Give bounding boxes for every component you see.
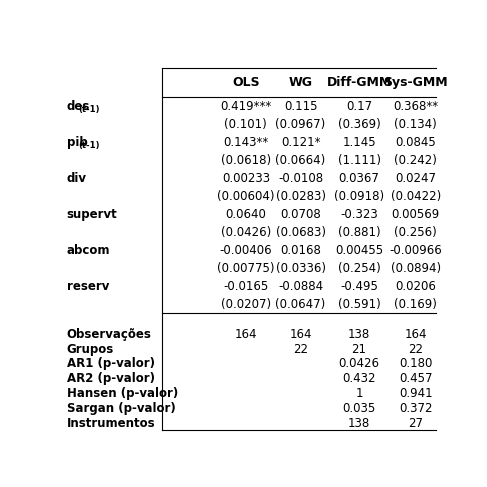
Text: 138: 138	[348, 416, 370, 430]
Text: (0.256): (0.256)	[394, 225, 437, 239]
Text: -0.495: -0.495	[340, 280, 378, 293]
Text: 0.0845: 0.0845	[395, 135, 436, 149]
Text: (0.0422): (0.0422)	[391, 189, 441, 203]
Text: (0.254): (0.254)	[337, 262, 380, 275]
Text: Grupos: Grupos	[67, 343, 114, 356]
Text: (0.0336): (0.0336)	[276, 262, 325, 275]
Text: 0.00233: 0.00233	[222, 171, 270, 185]
Text: 22: 22	[293, 343, 308, 356]
Text: (t-1): (t-1)	[78, 105, 99, 114]
Text: 0.17: 0.17	[346, 99, 372, 112]
Text: (0.0664): (0.0664)	[276, 153, 326, 167]
Text: 0.372: 0.372	[399, 402, 432, 415]
Text: (t-1): (t-1)	[78, 141, 99, 150]
Text: (0.369): (0.369)	[337, 117, 380, 131]
Text: 164: 164	[235, 328, 257, 341]
Text: Observações: Observações	[67, 328, 151, 341]
Text: (0.0618): (0.0618)	[221, 153, 271, 167]
Text: (0.242): (0.242)	[394, 153, 437, 167]
Text: 0.941: 0.941	[399, 387, 432, 400]
Text: 0.143**: 0.143**	[223, 135, 268, 149]
Text: (0.134): (0.134)	[394, 117, 437, 131]
Text: (0.591): (0.591)	[337, 298, 380, 311]
Text: 0.00569: 0.00569	[392, 207, 440, 221]
Text: (0.169): (0.169)	[394, 298, 437, 311]
Text: Sys-GMM: Sys-GMM	[383, 75, 448, 89]
Text: Hansen (p-valor): Hansen (p-valor)	[67, 387, 178, 400]
Text: -0.0165: -0.0165	[223, 280, 268, 293]
Text: -0.00406: -0.00406	[220, 244, 272, 257]
Text: (0.0683): (0.0683)	[276, 225, 325, 239]
Text: reserv: reserv	[67, 280, 109, 293]
Text: Sargan (p-valor): Sargan (p-valor)	[67, 402, 175, 415]
Text: 1: 1	[356, 387, 363, 400]
Text: 0.035: 0.035	[342, 402, 375, 415]
Text: 0.368**: 0.368**	[393, 99, 438, 112]
Text: 0.0168: 0.0168	[280, 244, 321, 257]
Text: 0.419***: 0.419***	[220, 99, 271, 112]
Text: supervt: supervt	[67, 207, 117, 221]
Text: div: div	[67, 171, 87, 185]
Text: 0.0367: 0.0367	[338, 171, 379, 185]
Text: (0.00775): (0.00775)	[217, 262, 275, 275]
Text: -0.0884: -0.0884	[278, 280, 323, 293]
Text: des: des	[67, 99, 90, 112]
Text: 138: 138	[348, 328, 370, 341]
Text: (0.0207): (0.0207)	[221, 298, 271, 311]
Text: 21: 21	[352, 343, 367, 356]
Text: (0.0967): (0.0967)	[276, 117, 326, 131]
Text: 0.0206: 0.0206	[395, 280, 436, 293]
Text: (0.0283): (0.0283)	[276, 189, 325, 203]
Text: Instrumentos: Instrumentos	[67, 416, 155, 430]
Text: 0.115: 0.115	[284, 99, 318, 112]
Text: 164: 164	[404, 328, 427, 341]
Text: OLS: OLS	[232, 75, 260, 89]
Text: (0.0647): (0.0647)	[276, 298, 326, 311]
Text: 22: 22	[408, 343, 423, 356]
Text: 0.457: 0.457	[399, 372, 432, 385]
Text: AR1 (p-valor): AR1 (p-valor)	[67, 357, 154, 371]
Text: 0.0247: 0.0247	[395, 171, 436, 185]
Text: 0.0708: 0.0708	[280, 207, 321, 221]
Text: 0.0640: 0.0640	[225, 207, 266, 221]
Text: 0.180: 0.180	[399, 357, 432, 371]
Text: (0.0894): (0.0894)	[391, 262, 441, 275]
Text: 1.145: 1.145	[342, 135, 376, 149]
Text: 0.432: 0.432	[342, 372, 376, 385]
Text: (1.111): (1.111)	[337, 153, 380, 167]
Text: (0.0426): (0.0426)	[221, 225, 271, 239]
Text: abcom: abcom	[67, 244, 110, 257]
Text: -0.323: -0.323	[340, 207, 378, 221]
Text: (0.881): (0.881)	[337, 225, 380, 239]
Text: WG: WG	[288, 75, 313, 89]
Text: 0.00455: 0.00455	[335, 244, 383, 257]
Text: 27: 27	[408, 416, 423, 430]
Text: Diff-GMM: Diff-GMM	[326, 75, 392, 89]
Text: 0.121*: 0.121*	[281, 135, 320, 149]
Text: (0.101): (0.101)	[225, 117, 267, 131]
Text: -0.00966: -0.00966	[389, 244, 442, 257]
Text: -0.0108: -0.0108	[278, 171, 323, 185]
Text: 0.0426: 0.0426	[338, 357, 379, 371]
Text: 164: 164	[289, 328, 312, 341]
Text: (0.0918): (0.0918)	[334, 189, 384, 203]
Text: AR2 (p-valor): AR2 (p-valor)	[67, 372, 154, 385]
Text: (0.00604): (0.00604)	[217, 189, 275, 203]
Text: pib: pib	[67, 135, 87, 149]
